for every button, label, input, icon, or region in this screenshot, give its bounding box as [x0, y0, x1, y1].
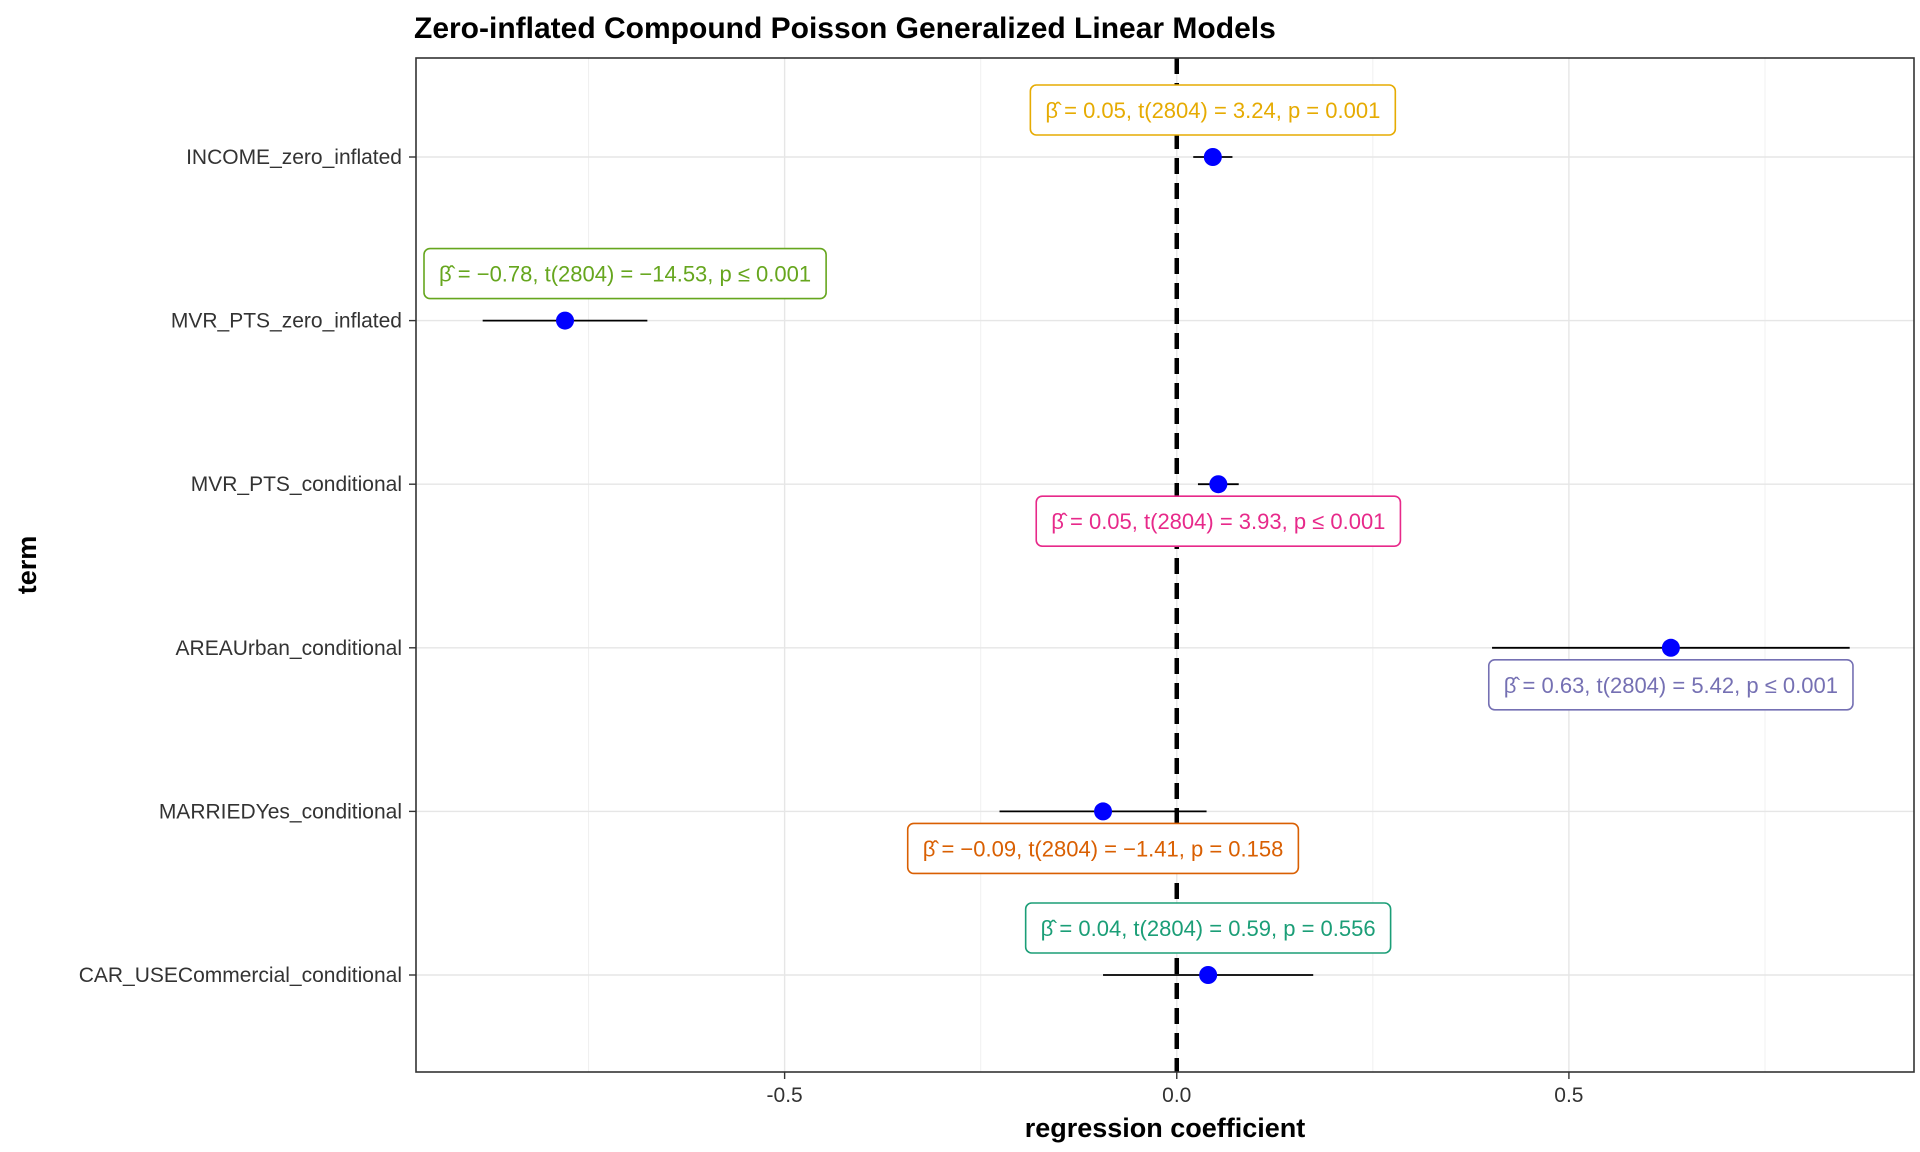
y-tick-label: MVR_PTS_conditional — [191, 473, 402, 496]
y-tick-label: MARRIEDYes_conditional — [159, 800, 402, 823]
annotation-box — [423, 247, 827, 300]
annotation-box — [906, 822, 1300, 875]
y-tick-label: CAR_USECommercial_conditional — [79, 964, 402, 987]
annotation-label: β̂ = 0.05, t(2804) = 3.93, p ≤ 0.001 — [1051, 509, 1385, 534]
estimate-point — [1209, 475, 1228, 494]
annotation-label: β̂ = 0.05, t(2804) = 3.24, p = 0.001 — [1045, 98, 1380, 123]
annotation-label: β̂ = 0.04, t(2804) = 0.59, p = 0.556 — [1041, 916, 1376, 941]
coefficient-annotation: β̂ = −0.78, t(2804) = −14.53, p ≤ 0.001 — [423, 247, 827, 300]
y-axis-title: term — [12, 536, 42, 595]
coefficient-annotation: β̂ = 0.05, t(2804) = 3.24, p = 0.001 — [1029, 84, 1397, 136]
x-tick-label: -0.5 — [767, 1084, 803, 1107]
x-tick-label: 0.5 — [1554, 1084, 1583, 1107]
estimate-point — [1094, 802, 1113, 821]
y-tick-label: MVR_PTS_zero_inflated — [171, 310, 402, 333]
plot-panel: -0.5 0.0 0.5 INCOME_zero_inflated MVR_PTS_ze… — [79, 57, 1915, 1107]
annotation-box — [1024, 902, 1392, 954]
x-tick-label: 0.0 — [1162, 1084, 1191, 1107]
annotation-label: β̂ = −0.78, t(2804) = −14.53, p ≤ 0.001 — [439, 262, 811, 287]
annotation-box — [1035, 495, 1402, 548]
coefficient-annotation: β̂ = 0.04, t(2804) = 0.59, p = 0.556 — [1024, 902, 1392, 954]
chart-title: Zero-inflated Compound Poisson Generaliz… — [414, 12, 1276, 45]
coefficient-annotation: β̂ = 0.05, t(2804) = 3.93, p ≤ 0.001 — [1035, 495, 1402, 548]
y-tick-label: INCOME_zero_inflated — [186, 146, 402, 169]
estimate-point — [1203, 148, 1222, 166]
annotation-label: β̂ = 0.63, t(2804) = 5.42, p ≤ 0.001 — [1504, 673, 1838, 698]
coefficient-annotation: β̂ = −0.09, t(2804) = −1.41, p = 0.158 — [906, 822, 1300, 875]
y-tick-label: AREAUrban_conditional — [176, 637, 402, 660]
coefficient-annotation: β̂ = 0.63, t(2804) = 5.42, p ≤ 0.001 — [1487, 658, 1854, 711]
annotation-label: β̂ = −0.09, t(2804) = −1.41, p = 0.158 — [923, 836, 1284, 861]
annotation-box — [1029, 84, 1397, 136]
estimate-point — [1661, 638, 1680, 657]
estimate-point — [1199, 966, 1218, 984]
panel-border — [415, 57, 1915, 1073]
x-axis-title: regression coefficient — [1025, 1113, 1306, 1143]
annotation-box — [1487, 658, 1854, 711]
estimate-point — [556, 311, 575, 330]
